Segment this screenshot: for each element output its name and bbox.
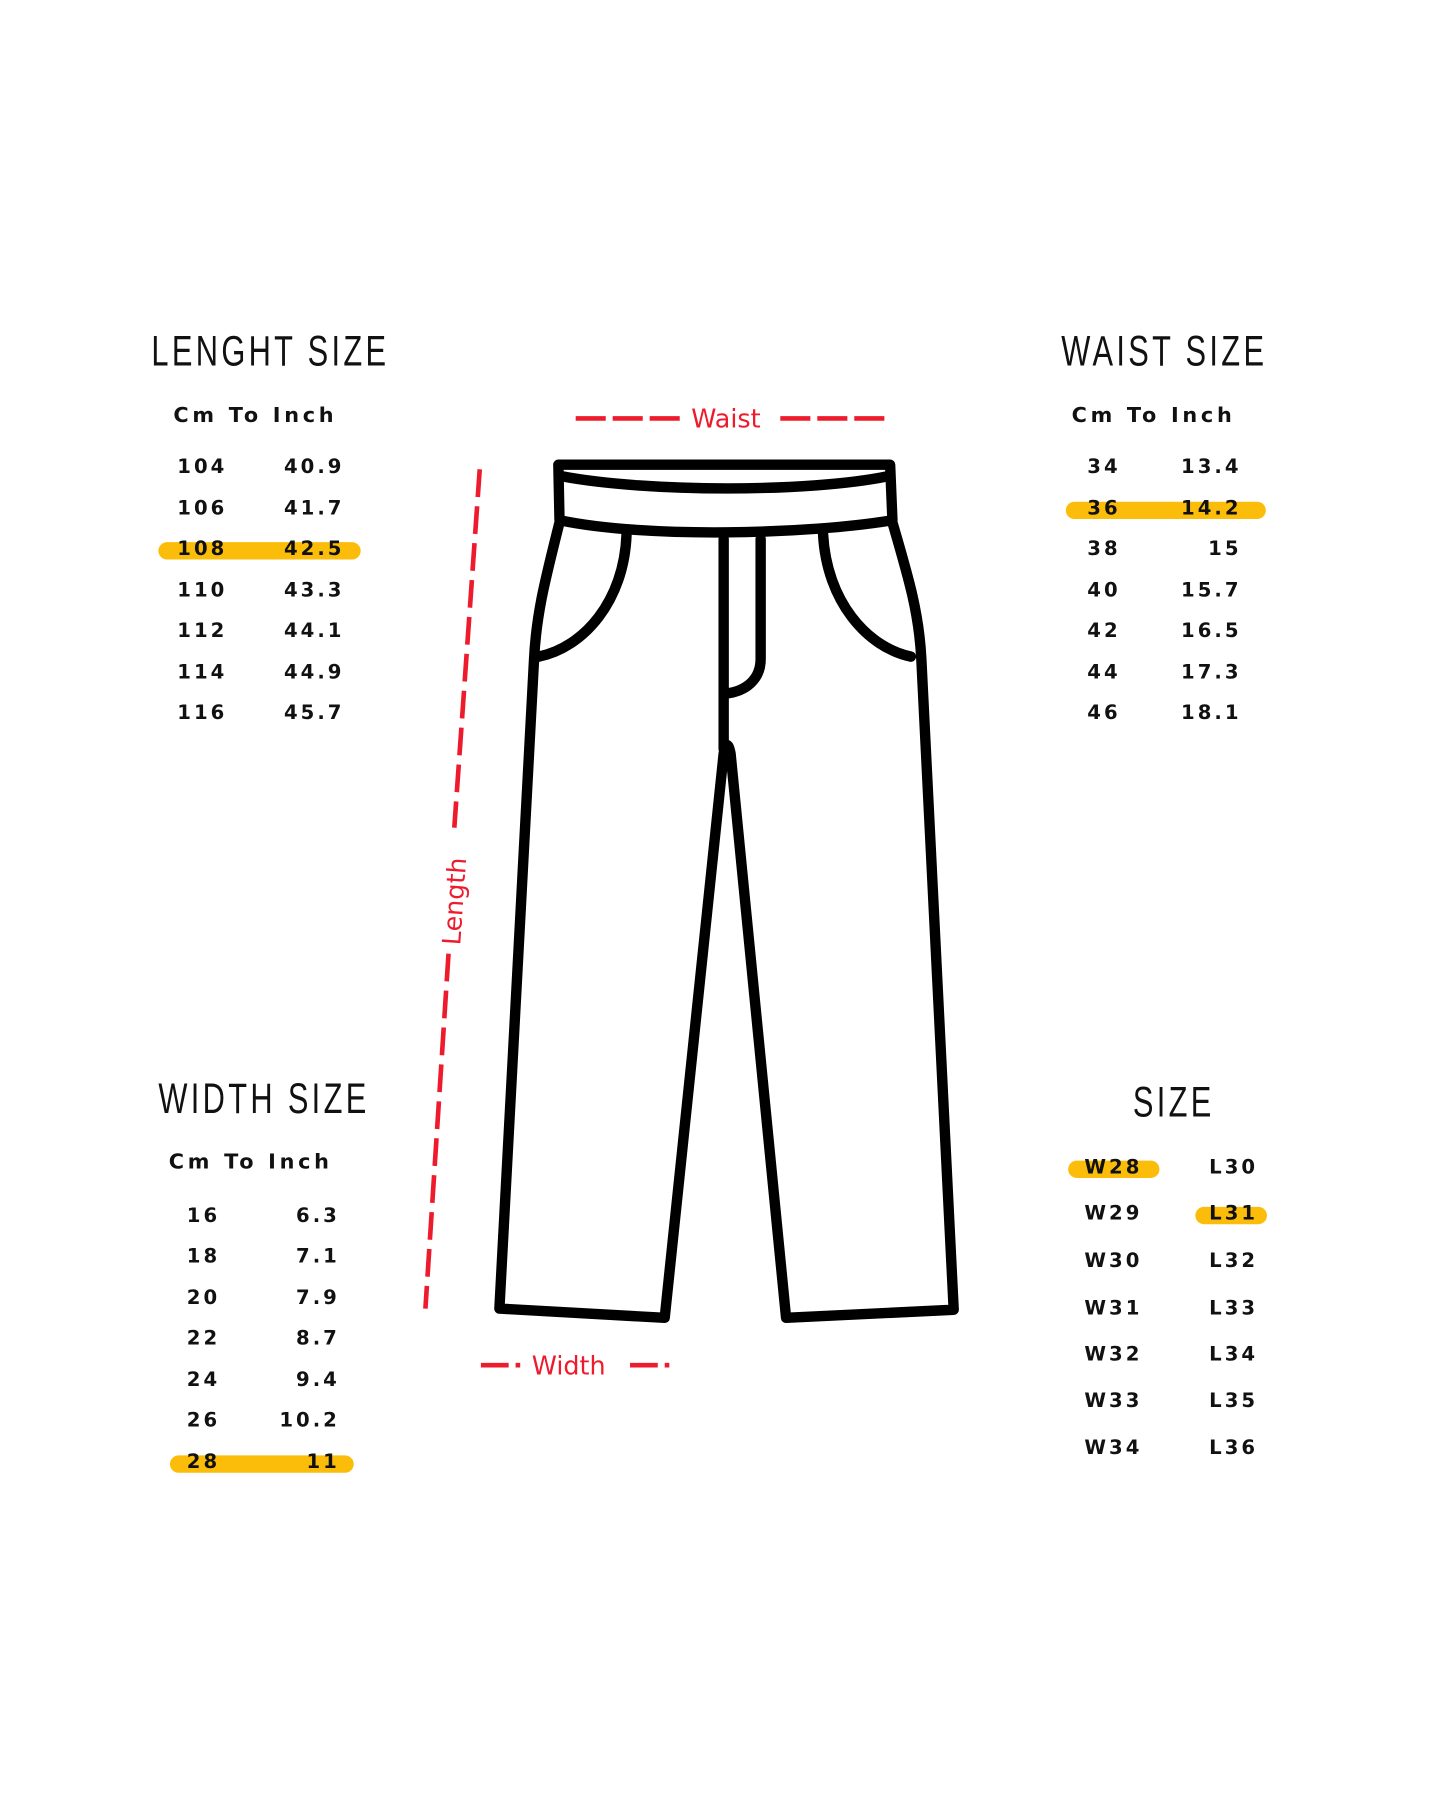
cm-value: 44 <box>1087 661 1121 685</box>
length-table-title: LENGHT SIZE <box>151 327 390 375</box>
width-table-subtitle: Cm To Inch <box>168 1150 333 1175</box>
inch-value: 14.2 <box>1181 497 1242 521</box>
cm-value: 46 <box>1087 701 1121 725</box>
length-size: L35 <box>1209 1389 1259 1413</box>
waist-size: W33 <box>1084 1389 1143 1413</box>
waist-size: W34 <box>1084 1436 1143 1461</box>
waist-table-title: WAIST SIZE <box>1061 327 1268 375</box>
length-size: L30 <box>1209 1156 1259 1180</box>
inch-value: 16.5 <box>1181 619 1242 643</box>
highlight-mark <box>158 542 361 560</box>
cm-value: 108 <box>177 537 228 561</box>
cm-value: 106 <box>177 497 228 521</box>
cm-value: 110 <box>177 579 228 603</box>
cm-value: 16 <box>186 1204 221 1228</box>
size-table-title: SIZE <box>1132 1078 1215 1126</box>
inch-value: 8.7 <box>296 1327 340 1351</box>
pants-icon <box>494 459 959 1324</box>
cm-value: 42 <box>1087 619 1121 643</box>
length-size: L32 <box>1209 1249 1259 1273</box>
inch-value: 7.1 <box>296 1245 340 1269</box>
cm-value: 36 <box>1087 497 1121 521</box>
cm-value: 112 <box>177 619 228 643</box>
waist-size: W30 <box>1084 1249 1143 1273</box>
cm-value: 116 <box>177 701 228 725</box>
inch-value: 13.4 <box>1181 455 1242 479</box>
inch-value: 40.9 <box>283 455 345 479</box>
inch-value: 10.2 <box>279 1409 340 1433</box>
length-size: L31 <box>1209 1202 1259 1226</box>
length-size: L36 <box>1209 1436 1259 1461</box>
inch-value: 15 <box>1208 537 1242 561</box>
inch-value: 15.7 <box>1181 579 1242 603</box>
highlight-mark <box>169 1455 354 1473</box>
inch-value: 9.4 <box>296 1368 340 1392</box>
highlight-mark <box>1065 501 1266 520</box>
cm-value: 26 <box>186 1409 221 1433</box>
length-measure-line-top <box>452 469 483 828</box>
waist-size: W29 <box>1084 1202 1143 1226</box>
width-table-title: WIDTH SIZE <box>158 1075 370 1123</box>
cm-value: 18 <box>186 1245 221 1269</box>
inch-value: 17.3 <box>1181 661 1242 685</box>
length-measure-line-bottom <box>423 953 451 1309</box>
inch-value: 44.1 <box>283 619 345 643</box>
cm-value: 22 <box>186 1327 221 1351</box>
width-label: Width <box>532 1350 606 1380</box>
inch-value: 11 <box>306 1450 340 1474</box>
cm-value: 114 <box>177 661 228 685</box>
inch-value: 7.9 <box>296 1286 340 1310</box>
length-label: Length <box>436 856 472 946</box>
length-table-subtitle: Cm To Inch <box>173 403 338 428</box>
waist-size: W32 <box>1084 1343 1143 1367</box>
inch-value: 43.3 <box>283 579 345 603</box>
length-size: L33 <box>1209 1297 1259 1321</box>
waist-table-subtitle: Cm To Inch <box>1071 403 1236 428</box>
waist-label: Waist <box>691 404 760 434</box>
inch-value: 45.7 <box>283 701 345 725</box>
inch-value: 41.7 <box>283 497 345 521</box>
highlight-mark <box>1195 1206 1267 1225</box>
cm-value: 104 <box>177 455 228 479</box>
cm-value: 28 <box>186 1450 221 1474</box>
waist-size: W31 <box>1084 1297 1143 1321</box>
waist-size: W28 <box>1084 1156 1143 1180</box>
cm-value: 40 <box>1087 579 1121 603</box>
cm-value: 24 <box>186 1368 221 1392</box>
cm-value: 34 <box>1087 455 1121 479</box>
inch-value: 6.3 <box>296 1204 340 1228</box>
length-size: L34 <box>1209 1343 1259 1367</box>
inch-value: 44.9 <box>283 661 345 685</box>
inch-value: 18.1 <box>1181 701 1242 725</box>
highlight-mark <box>1068 1160 1160 1178</box>
cm-value: 38 <box>1087 537 1121 561</box>
cm-value: 20 <box>186 1286 221 1310</box>
inch-value: 42.5 <box>283 537 345 561</box>
